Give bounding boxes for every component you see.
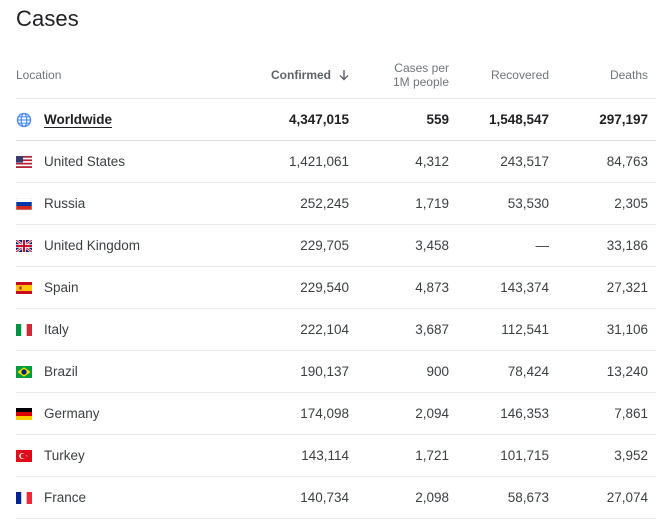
- deaths-value: 27,074: [606, 490, 648, 505]
- per-million-value: 1,719: [415, 196, 449, 211]
- confirmed-value: 140,734: [300, 490, 349, 505]
- table-row[interactable]: Russia 252,245 1,719 53,530 2,305: [16, 183, 656, 225]
- france-flag-icon: [16, 491, 32, 504]
- column-header-cases-per-line2: 1M people: [392, 75, 449, 89]
- deaths-value: 33,186: [606, 238, 648, 253]
- deaths-value: 27,321: [606, 280, 648, 295]
- location-cell: Turkey: [16, 435, 246, 476]
- confirmed-value: 1,421,061: [288, 154, 349, 169]
- germany-flag-icon: [16, 407, 32, 420]
- recovered-value: 243,517: [500, 154, 549, 169]
- deaths-value: 2,305: [614, 196, 648, 211]
- sort-descending-icon: [339, 69, 349, 81]
- location-cell: Italy: [16, 309, 246, 350]
- confirmed-value: 4,347,015: [288, 112, 349, 127]
- table-header: Location Confirmed Cases per 1M people R…: [16, 52, 656, 99]
- location-cell: Brazil: [16, 351, 246, 392]
- confirmed-value: 252,245: [300, 196, 349, 211]
- recovered-value: 78,424: [507, 364, 549, 379]
- recovered-value: —: [535, 238, 550, 253]
- russia-flag-icon: [16, 197, 32, 210]
- location-name: Turkey: [44, 448, 85, 463]
- location-name: Brazil: [44, 364, 78, 379]
- per-million-value: 900: [426, 364, 449, 379]
- deaths-value: 3,952: [614, 448, 648, 463]
- table-row[interactable]: United States 1,421,061 4,312 243,517 84…: [16, 141, 656, 183]
- globe-icon: [16, 112, 32, 127]
- italy-flag-icon: [16, 323, 32, 336]
- deaths-value: 13,240: [606, 364, 648, 379]
- location-cell: Worldwide: [16, 99, 246, 140]
- uk-flag-icon: [16, 239, 32, 252]
- location-name: Germany: [44, 406, 100, 421]
- recovered-value: 143,374: [500, 280, 549, 295]
- table-row[interactable]: Spain 229,540 4,873 143,374 27,321: [16, 267, 656, 309]
- turkey-flag-icon: [16, 449, 32, 462]
- cases-table: Location Confirmed Cases per 1M people R…: [16, 52, 656, 519]
- confirmed-value: 143,114: [301, 448, 349, 463]
- location-name: Russia: [44, 196, 86, 211]
- us-flag-icon: [16, 155, 32, 168]
- recovered-value: 146,353: [500, 406, 549, 421]
- table-row[interactable]: Turkey 143,114 1,721 101,715 3,952: [16, 435, 656, 477]
- location-cell: Russia: [16, 183, 246, 224]
- brazil-flag-icon: [16, 365, 32, 378]
- table-row[interactable]: Germany 174,098 2,094 146,353 7,861: [16, 393, 656, 435]
- deaths-value: 7,861: [614, 406, 648, 421]
- location-cell: Spain: [16, 267, 246, 308]
- location-cell: France: [16, 477, 246, 518]
- recovered-value: 1,548,547: [488, 112, 549, 127]
- per-million-value: 2,094: [415, 406, 449, 421]
- per-million-value: 3,458: [415, 238, 449, 253]
- table-row[interactable]: France 140,734 2,098 58,673 27,074: [16, 477, 656, 519]
- recovered-value: 101,715: [500, 448, 549, 463]
- per-million-value: 3,687: [415, 322, 449, 337]
- page-title: Cases: [16, 6, 79, 31]
- table-row[interactable]: Italy 222,104 3,687 112,541 31,106: [16, 309, 656, 351]
- per-million-value: 1,721: [415, 448, 449, 463]
- table-row-worldwide[interactable]: Worldwide 4,347,015 559 1,548,547 297,19…: [16, 99, 656, 141]
- confirmed-value: 222,104: [300, 322, 349, 337]
- deaths-value: 31,106: [606, 322, 648, 337]
- table-row[interactable]: Brazil 190,137 900 78,424 13,240: [16, 351, 656, 393]
- spain-flag-icon: [16, 281, 32, 294]
- column-header-deaths[interactable]: Deaths: [609, 68, 648, 82]
- location-name: France: [44, 490, 87, 505]
- per-million-value: 559: [426, 112, 449, 127]
- recovered-value: 112,541: [501, 322, 549, 337]
- location-name: United Kingdom: [44, 238, 141, 253]
- location-cell: United Kingdom: [16, 225, 246, 266]
- column-header-location[interactable]: Location: [16, 68, 62, 82]
- deaths-value: 297,197: [599, 112, 648, 127]
- recovered-value: 58,673: [507, 490, 549, 505]
- location-name: Italy: [44, 322, 69, 337]
- per-million-value: 4,312: [415, 154, 449, 169]
- location-name: United States: [44, 154, 126, 169]
- location-name: Spain: [44, 280, 79, 295]
- location-cell: United States: [16, 141, 246, 182]
- per-million-value: 4,873: [415, 280, 449, 295]
- recovered-value: 53,530: [507, 196, 549, 211]
- column-header-recovered[interactable]: Recovered: [490, 68, 549, 82]
- column-header-cases-per-line1: Cases per: [394, 61, 449, 75]
- column-header-cases-per-million[interactable]: Cases per 1M people: [359, 52, 449, 98]
- location-link-worldwide[interactable]: Worldwide: [44, 112, 113, 127]
- location-cell: Germany: [16, 393, 246, 434]
- confirmed-value: 229,705: [300, 238, 349, 253]
- deaths-value: 84,763: [606, 154, 648, 169]
- per-million-value: 2,098: [415, 490, 449, 505]
- column-header-confirmed-label: Confirmed: [271, 68, 331, 82]
- confirmed-value: 174,098: [300, 406, 349, 421]
- table-row[interactable]: United Kingdom 229,705 3,458 — 33,186: [16, 225, 656, 267]
- confirmed-value: 229,540: [300, 280, 349, 295]
- column-header-confirmed[interactable]: Confirmed: [219, 52, 349, 98]
- confirmed-value: 190,137: [300, 364, 349, 379]
